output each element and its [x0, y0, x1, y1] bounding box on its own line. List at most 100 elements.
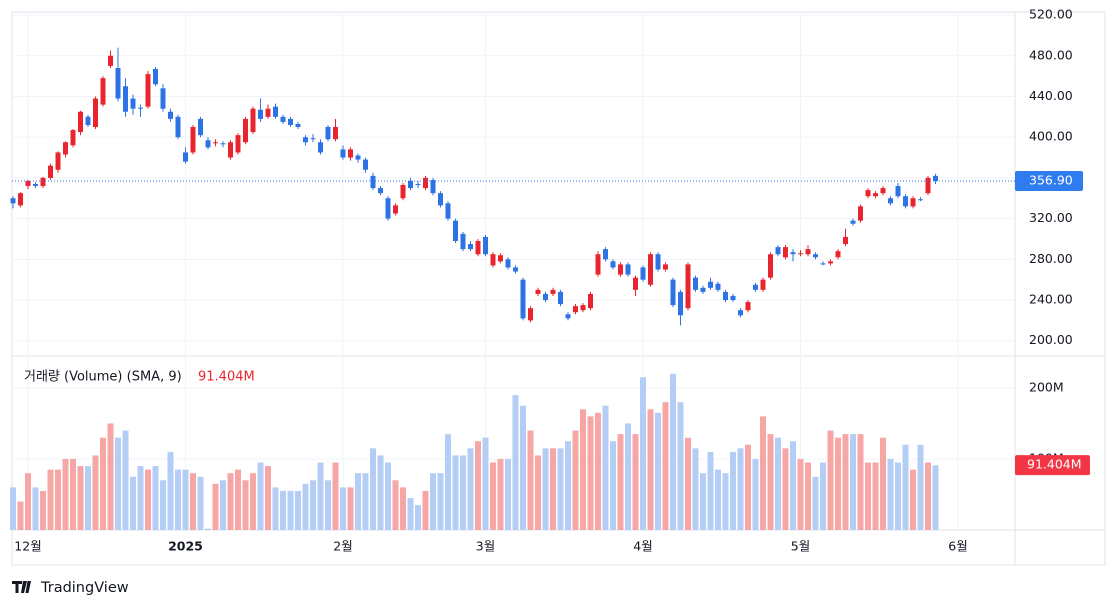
- volume-bar: [332, 462, 339, 530]
- candle-body: [505, 259, 511, 268]
- candle-body: [573, 306, 578, 313]
- volume-bar: [400, 487, 406, 530]
- candle-body: [55, 152, 61, 170]
- volume-bar: [55, 469, 61, 530]
- candle-body: [648, 254, 653, 285]
- volume-bar: [422, 490, 429, 530]
- volume-bar: [107, 423, 114, 530]
- volume-bar: [917, 444, 924, 530]
- candle-body: [655, 254, 661, 270]
- sma-label: 91.404M: [1027, 457, 1082, 472]
- volume-bar: [152, 466, 159, 530]
- y-tick-label: 200.00: [1029, 332, 1073, 347]
- volume-bar: [85, 466, 91, 530]
- volume-bar: [925, 462, 931, 530]
- volume-bar: [25, 473, 31, 530]
- volume-bar: [325, 480, 331, 530]
- volume-bar: [715, 469, 721, 530]
- volume-bar: [137, 466, 144, 530]
- volume-bar: [872, 462, 879, 530]
- candle-body: [385, 198, 391, 219]
- candle-body: [528, 308, 533, 321]
- volume-bar: [467, 448, 474, 530]
- candle-body: [393, 205, 398, 214]
- volume-bar: [430, 473, 436, 530]
- candle-body: [813, 254, 818, 258]
- volume-bar: [77, 466, 84, 530]
- volume-bar: [512, 395, 519, 530]
- volume-bar: [895, 462, 901, 530]
- candle-body: [520, 279, 526, 319]
- volume-bar: [250, 473, 256, 530]
- volume-bar: [197, 476, 204, 530]
- volume-bar: [302, 483, 309, 530]
- candle-body: [265, 108, 271, 117]
- candle-body: [93, 98, 98, 128]
- volume-bar: [145, 469, 151, 530]
- x-tick-label: 2월: [333, 539, 352, 554]
- candle-body: [760, 279, 766, 290]
- volume-bar: [910, 469, 916, 530]
- volume-bar: [902, 444, 909, 530]
- candle-body: [933, 175, 938, 182]
- candle-body: [670, 279, 676, 306]
- candle-body: [63, 142, 68, 155]
- volume-bar: [385, 462, 391, 530]
- candle-body: [663, 264, 668, 270]
- volume-bar: [827, 430, 834, 530]
- candle-body: [565, 314, 571, 319]
- candle-body: [378, 188, 383, 194]
- candle-body: [843, 236, 848, 245]
- volume-bar: [452, 455, 459, 530]
- candle-body: [768, 254, 773, 278]
- volume-bar: [767, 434, 774, 530]
- last-price-box: [1015, 171, 1083, 192]
- candle-body: [415, 184, 421, 186]
- volume-bar: [205, 528, 211, 530]
- candle-body: [730, 295, 736, 301]
- candle-body: [745, 302, 751, 311]
- candle-body: [790, 252, 796, 255]
- volume-bar: [580, 409, 586, 530]
- candle-body: [753, 284, 758, 290]
- v-tick-label: 200M: [1029, 379, 1064, 394]
- volume-bar: [617, 434, 624, 530]
- candle-body: [333, 127, 338, 140]
- volume-bar: [340, 487, 346, 530]
- candle-body: [558, 291, 563, 305]
- candle-body: [70, 130, 76, 146]
- candle-body: [918, 199, 923, 201]
- volume-bar: [565, 441, 571, 530]
- candle-body: [805, 249, 811, 255]
- volume-bar: [820, 462, 826, 530]
- candle-body: [205, 140, 211, 148]
- candle-body: [865, 190, 871, 197]
- candle-body: [295, 123, 301, 128]
- y-tick-label: 400.00: [1029, 129, 1073, 144]
- volume-bar: [160, 480, 166, 530]
- volume-bar: [842, 434, 849, 530]
- volume-bar: [797, 458, 804, 530]
- candle-body: [325, 127, 331, 140]
- volume-bar: [122, 430, 129, 530]
- last-price-label: 356.90: [1029, 173, 1073, 188]
- volume-bar: [685, 437, 691, 530]
- candle-body: [775, 247, 781, 255]
- y-tick-label: 240.00: [1029, 292, 1073, 307]
- candle-body: [85, 116, 91, 125]
- candle-body: [423, 177, 428, 189]
- volume-bar: [880, 437, 886, 530]
- volume-bar: [700, 473, 706, 530]
- volume-bar: [235, 469, 241, 530]
- volume-bar: [527, 430, 534, 530]
- candle-body: [243, 118, 248, 143]
- volume-bar: [415, 505, 421, 530]
- frame: [11, 11, 1106, 566]
- x-tick-label: 12월: [14, 539, 41, 554]
- volume-bar: [265, 466, 271, 530]
- x-tick-label: 5월: [791, 539, 810, 554]
- candle-body: [498, 255, 503, 262]
- candle-body: [738, 310, 743, 316]
- volume-bar: [280, 490, 286, 530]
